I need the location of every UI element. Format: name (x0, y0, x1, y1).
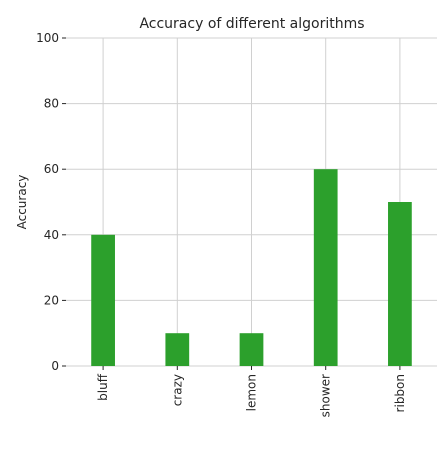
y-tick-label: 60 (44, 162, 59, 176)
y-tick-label: 20 (44, 293, 59, 307)
x-tick-label-shower: shower (319, 374, 333, 417)
bar-bluff (91, 234, 115, 366)
y-tick-label: 100 (36, 31, 59, 45)
y-axis-label: Accuracy (15, 175, 29, 230)
axes: 0 20 40 60 80 100 bluff crazy lemon shower ribbon (36, 31, 407, 417)
bar-shower (313, 169, 338, 366)
bar-crazy (165, 333, 190, 366)
chart-title: Accuracy of different algorithms (139, 16, 364, 32)
bars (91, 169, 412, 366)
y-tick-label: 40 (44, 228, 59, 242)
y-tick-label: 80 (44, 97, 59, 111)
x-tick-label-lemon: lemon (245, 374, 259, 411)
x-tick-label-bluff: bluff (96, 373, 110, 401)
x-tick-label-ribbon: ribbon (393, 374, 407, 412)
y-tick-label: 0 (51, 359, 59, 373)
bar-lemon (239, 333, 264, 366)
grid (66, 37, 437, 367)
x-tick-label-crazy: crazy (170, 374, 184, 406)
bar-ribbon (388, 202, 412, 366)
